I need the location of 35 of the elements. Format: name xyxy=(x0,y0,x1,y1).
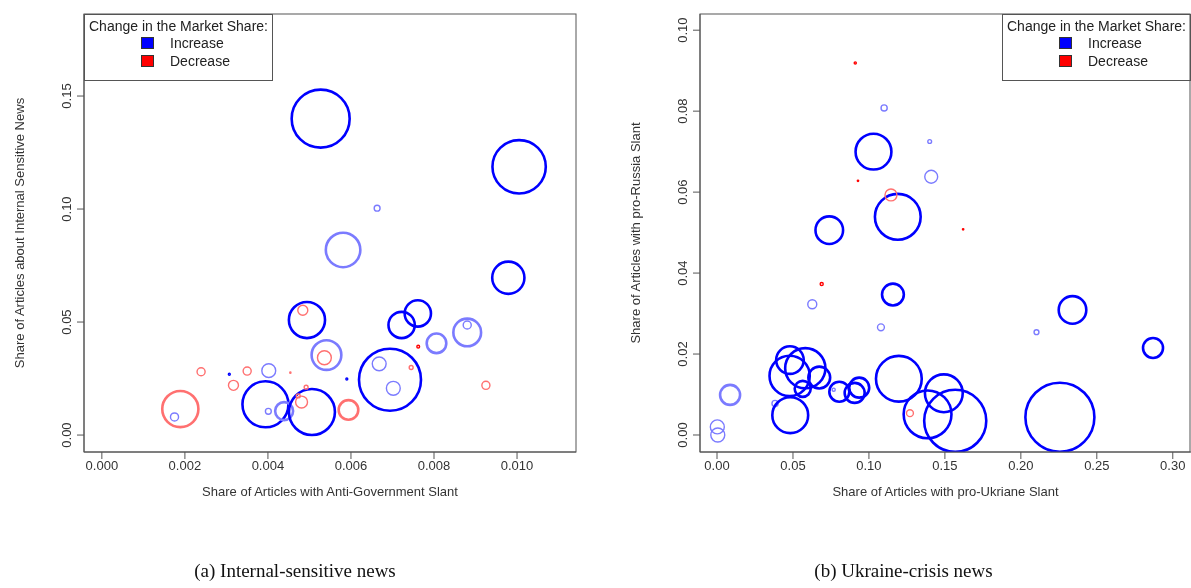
legend-title: Change in the Market Share: xyxy=(89,18,268,34)
x-tick-label: 0.10 xyxy=(856,458,882,474)
y-tick-label: 0.04 xyxy=(675,260,690,286)
x-tick-label: 0.15 xyxy=(932,458,958,474)
x-tick-label: 0.004 xyxy=(251,458,285,474)
y-tick-label: 0.00 xyxy=(59,422,74,448)
y-axis-title: Share of Articles about Internal Sensitive News xyxy=(12,97,27,369)
x-tick-label: 0.25 xyxy=(1084,458,1110,474)
text: (b) Ukraine-crisis news xyxy=(813,560,994,582)
x-axis-title: Share of Articles with Anti-Government Slant xyxy=(202,484,459,499)
y-tick-label: 0.15 xyxy=(59,83,74,109)
y-tick-label: 0.06 xyxy=(675,179,690,205)
x-tick-label: 0.000 xyxy=(85,458,119,474)
legend-label: Increase xyxy=(170,34,224,52)
x-tick-label: 0.20 xyxy=(1008,458,1034,474)
legend-label: Increase xyxy=(1088,34,1142,52)
x-tick-label: 0.002 xyxy=(168,458,202,474)
legend-label: Decrease xyxy=(170,52,230,70)
y-tick-label: 0.05 xyxy=(59,309,74,335)
y-tick-label: 0.10 xyxy=(59,196,74,222)
x-tick-label: 0.05 xyxy=(780,458,806,474)
text: (a) Internal-sensitive news xyxy=(193,560,397,582)
x-tick-label: 0.006 xyxy=(334,458,368,474)
legend-label: Decrease xyxy=(1088,52,1148,70)
legend-title: Change in the Market Share: xyxy=(1007,18,1186,34)
y-axis-title: Share of Articles with pro-Russia Slant xyxy=(628,122,643,344)
x-tick-label: 0.010 xyxy=(500,458,534,474)
y-tick-label: 0.02 xyxy=(675,341,690,367)
x-tick-label: 0.00 xyxy=(704,458,730,474)
x-tick-label: 0.008 xyxy=(417,458,451,474)
x-axis-title: Share of Articles with pro-Ukriane Slant xyxy=(832,484,1059,499)
y-tick-label: 0.00 xyxy=(675,422,690,448)
y-tick-label: 0.10 xyxy=(675,17,690,43)
x-tick-label: 0.30 xyxy=(1160,458,1186,474)
y-tick-label: 0.08 xyxy=(675,98,690,124)
